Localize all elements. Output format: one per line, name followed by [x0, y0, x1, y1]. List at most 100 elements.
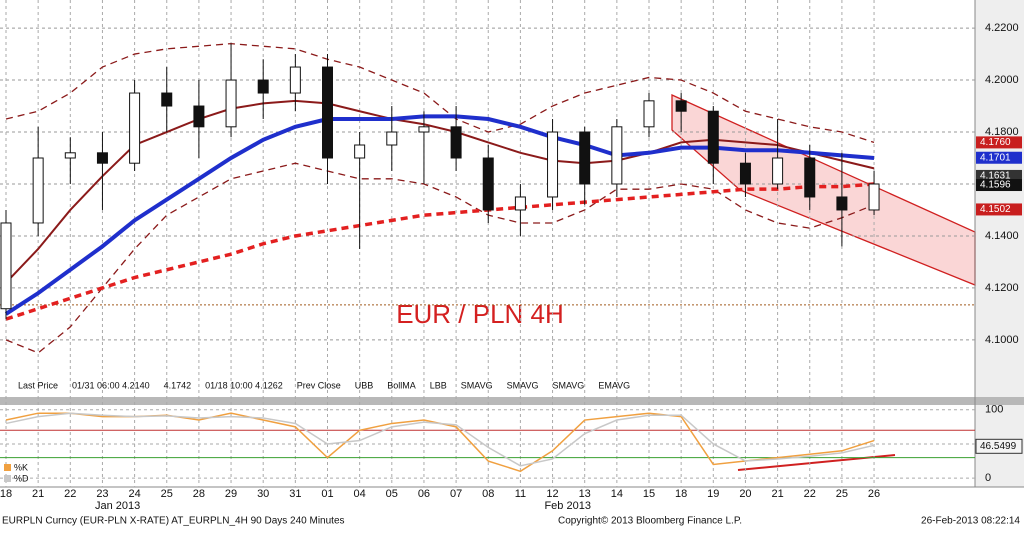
x-tick-label: 28 [193, 488, 205, 500]
x-tick-label: 31 [289, 488, 301, 500]
x-tick-label: 14 [611, 488, 623, 500]
y-tick-label: 4.1400 [985, 230, 1019, 242]
legend-item: 01/18 10:00 4.1262 [205, 380, 283, 390]
candle-body [386, 131, 398, 146]
legend-item: BollMA [387, 380, 416, 390]
x-tick-label: 22 [804, 488, 816, 500]
candle-body [868, 183, 880, 211]
x-tick-label: 21 [32, 488, 44, 500]
series-line [5, 99, 875, 284]
price-label-box [975, 438, 1023, 454]
x-tick-label: 05 [386, 488, 398, 500]
x-tick-label: 13 [579, 488, 591, 500]
candle-body [675, 100, 687, 112]
legend-item: SMAVG [507, 380, 539, 390]
x-tick-label: 23 [96, 488, 108, 500]
candle-body [96, 152, 108, 164]
legend-item: SMAVG [461, 380, 493, 390]
price-label-box [976, 136, 1022, 149]
x-tick-label: 20 [739, 488, 751, 500]
candle-body [289, 66, 301, 94]
legend-item: %K [14, 462, 28, 472]
x-tick-label: 29 [225, 488, 237, 500]
footer-text: EURPLN Curncy (EUR-PLN X-RATE) AT_EURPLN… [2, 516, 345, 527]
price-label-box [976, 203, 1022, 216]
legend-item: %D [14, 473, 29, 483]
y-tick-label: 4.1800 [985, 126, 1019, 138]
price-label: 4.1701 [980, 152, 1011, 163]
candle-body [450, 126, 462, 159]
candle-body [225, 79, 237, 128]
footer-text: 26-Feb-2013 08:22:14 [921, 516, 1020, 527]
x-tick-label: 11 [515, 488, 526, 500]
candle-body [707, 110, 719, 164]
panel-divider [0, 397, 1024, 405]
candle-body [482, 157, 494, 211]
series-line [5, 182, 875, 321]
x-tick-label: 30 [257, 488, 269, 500]
stoch-line [5, 412, 875, 473]
candle-body [257, 79, 269, 94]
x-tick-label: 08 [482, 488, 494, 500]
y-tick-label: 4.1200 [985, 282, 1019, 294]
candle-body [836, 196, 848, 211]
x-tick-label: 18 [0, 488, 12, 500]
axis-bg [975, 0, 1024, 487]
legend-item: UBB [355, 380, 374, 390]
y-tick-label: 4.1000 [985, 334, 1019, 346]
candle-body [547, 131, 559, 198]
annotation: EUR / PLN 4H [396, 299, 564, 329]
x-tick-label: 04 [354, 488, 366, 500]
x-tick-label: 22 [64, 488, 76, 500]
candle-body [161, 92, 173, 107]
month-label: Feb 2013 [544, 500, 590, 512]
candle-body [611, 126, 623, 185]
candle-body [0, 222, 12, 310]
candle-body [193, 105, 205, 128]
y-tick-label: 100 [985, 404, 1003, 416]
legend-item: 4.1742 [164, 380, 192, 390]
legend-swatch [4, 475, 11, 482]
x-tick-label: 12 [546, 488, 558, 500]
price-label: 4.1596 [980, 180, 1011, 191]
series-line [5, 162, 875, 354]
candle-body [579, 131, 591, 185]
stoch-line [5, 412, 875, 467]
candle-body [772, 157, 784, 185]
y-tick-label: 4.2000 [985, 74, 1019, 86]
y-tick-label: 4.2200 [985, 22, 1019, 34]
candle-body [32, 157, 44, 224]
legend-item: LBB [430, 380, 447, 390]
legend-swatch [4, 464, 11, 471]
price-label: 4.1502 [980, 204, 1011, 215]
price-label: 4.1631 [980, 171, 1011, 182]
candle-body [129, 92, 141, 164]
legend-item: Last Price [18, 380, 58, 390]
candle-body [418, 126, 430, 133]
x-tick-label: 06 [418, 488, 430, 500]
price-label-box [976, 169, 1022, 182]
price-label: 46.5499 [980, 441, 1017, 452]
x-tick-label: 25 [161, 488, 173, 500]
x-tick-label: 01 [321, 488, 333, 500]
candle-body [739, 162, 751, 185]
candle-body [804, 157, 816, 198]
legend-item: SMAVG [552, 380, 584, 390]
x-tick-label: 19 [707, 488, 719, 500]
price-label-box [976, 179, 1022, 192]
series-line [4, 114, 875, 316]
legend-item: Prev Close [297, 380, 341, 390]
series-line [5, 43, 875, 144]
price-label: 4.1760 [980, 137, 1011, 148]
candle-body [643, 100, 655, 128]
candle-body [64, 152, 76, 159]
x-tick-label: 07 [450, 488, 462, 500]
candle-body [514, 196, 526, 211]
month-label: Jan 2013 [95, 500, 140, 512]
footer-text: Copyright© 2013 Bloomberg Finance L.P. [558, 516, 742, 527]
y-tick-label: 0 [985, 472, 991, 484]
x-tick-label: 21 [771, 488, 783, 500]
legend-item: 01/31 06:00 4.2140 [72, 380, 150, 390]
x-tick-label: 18 [675, 488, 687, 500]
